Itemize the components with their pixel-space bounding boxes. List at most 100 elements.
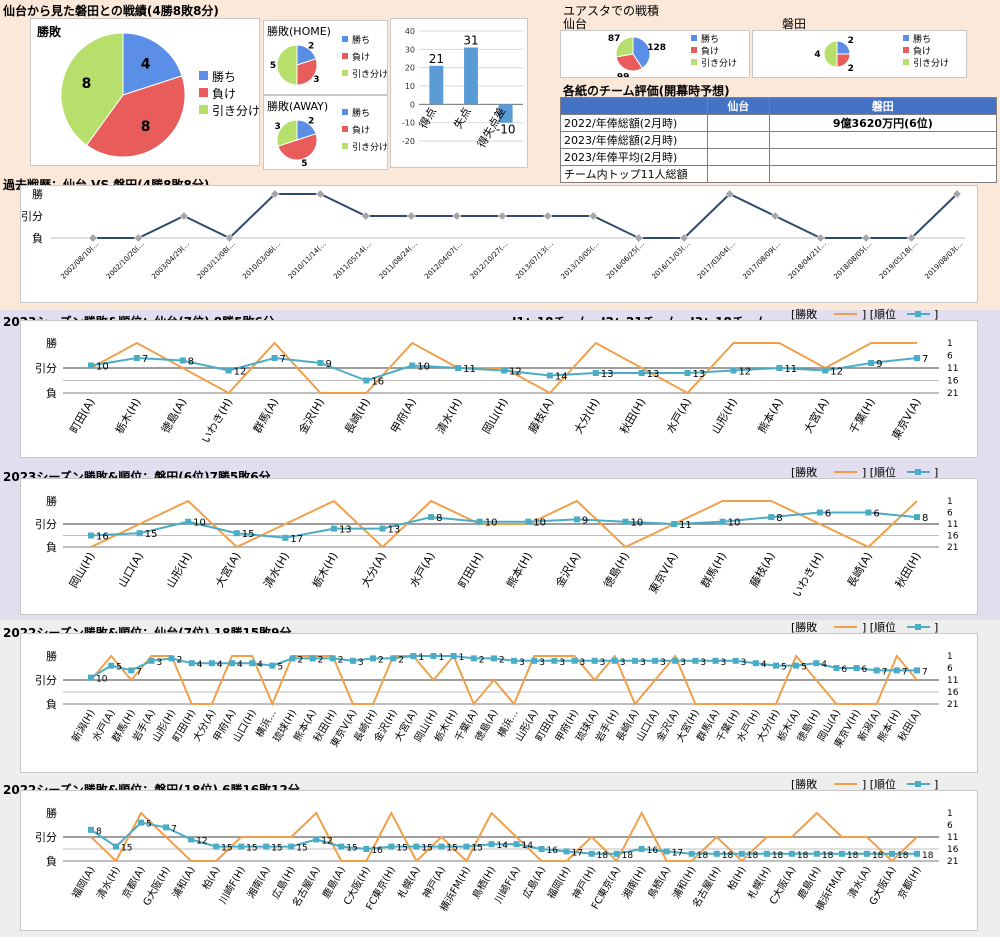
rank-value-label: 3 — [700, 658, 706, 668]
x-date-label: 2013/10/05(… — [560, 240, 601, 281]
rank-value-label: 12 — [738, 367, 751, 378]
x-date-label: 2016/11/03(… — [651, 240, 692, 281]
rank-value-label: 4 — [237, 660, 243, 670]
history-point — [361, 211, 371, 221]
rank-value-label: 4 — [821, 660, 827, 670]
legend-label: 負け — [212, 87, 236, 101]
y-rank-tick-label: 16 — [947, 688, 959, 698]
history-point — [406, 211, 416, 221]
rank-value-label: 3 — [539, 658, 545, 668]
rank-value-label: 10 — [728, 518, 741, 529]
rank-point — [430, 653, 437, 659]
x-match-label: 清水(H) — [261, 550, 292, 590]
legend-swatch — [342, 143, 348, 149]
rank-point — [410, 653, 417, 659]
rank-value-label: 7 — [280, 354, 286, 365]
history-point — [725, 189, 735, 199]
x-match-label: いわき(H) — [199, 396, 235, 446]
rank-point — [551, 657, 558, 664]
y-rank-tick-label: 21 — [947, 700, 958, 710]
rank-point — [263, 843, 270, 850]
legend-rank-marker — [915, 311, 921, 317]
y-rank-tick-label: 16 — [947, 377, 959, 387]
rank-value-label: 18 — [597, 851, 609, 861]
rank-value-label: 1 — [438, 653, 444, 663]
legend-swatch — [903, 35, 909, 41]
rank-value-label: 12 — [234, 367, 247, 378]
rank-value-label: 18 — [747, 851, 759, 861]
rank-point — [813, 850, 820, 857]
legend-rank-label: 順位 — [874, 777, 896, 791]
rank-value-label: 18 — [822, 851, 834, 861]
pie-value-label: 3 — [274, 122, 280, 132]
rank-point — [914, 355, 920, 361]
x-match-label: 清水(H) — [94, 864, 123, 901]
rank-point — [688, 850, 695, 857]
rank-point — [868, 360, 875, 366]
legend-result-close: ] [ — [862, 621, 874, 634]
history-point — [952, 189, 962, 199]
eval-row-label: 2022/年俸総額(2月時) — [560, 114, 708, 132]
season-panel: 勝引分負 1 6 11 16 21 [勝敗] [順位] 8 15 5 7 12 15 15 15 15 12 15… — [20, 777, 978, 931]
rank-value-label: 13 — [388, 525, 401, 536]
legend-result-label: [勝敗 — [791, 465, 817, 479]
rank-value-label: 12 — [830, 367, 843, 378]
x-match-label: 長崎(A) — [844, 550, 875, 590]
result-line — [90, 810, 918, 863]
rank-value-label: 14 — [496, 841, 508, 851]
rank-point — [88, 674, 94, 681]
x-match-label: 鹿島(H) — [795, 864, 824, 901]
x-match-label: 浦和(H) — [669, 864, 698, 901]
rank-value-label: 7 — [922, 667, 928, 677]
history-panel: 勝引分負 2002/08/10(… 2002/10/20(… 2003/04/29(…… — [20, 185, 978, 303]
home-pie-panel: 勝敗(HOME) 2 3 5 勝ち 負け 引き分け — [263, 20, 388, 95]
eval-row-label: チーム内トップ11人総額 — [560, 165, 708, 183]
legend-label: 引き分け — [352, 142, 387, 153]
rank-value-label: 2 — [479, 655, 485, 665]
x-date-label: 2019/08/03(… — [923, 240, 964, 281]
rank-point — [388, 843, 395, 850]
y-rank-tick-label: 16 — [947, 845, 959, 855]
x-match-label: 札幌(A) — [394, 864, 423, 901]
rank-value-label: 16 — [547, 846, 559, 856]
rank-line — [90, 655, 917, 679]
rank-point — [793, 662, 800, 669]
legend-result-close: ] [ — [862, 466, 874, 479]
rank-value-label: 13 — [693, 369, 706, 380]
x-match-label: いわき(H) — [790, 550, 826, 600]
eval-row-label: 2023/年俸平均(2月時) — [560, 148, 708, 166]
pie-value-label: 5 — [301, 159, 307, 169]
evaluation-table: 仙台 磐田 2022/年俸総額(2月時) 9億3620万円(6位) 2023/年… — [560, 97, 998, 183]
y-axis-label: 引分 — [35, 673, 57, 687]
pie-value-label: 8 — [82, 76, 92, 92]
rank-value-label: 2 — [177, 655, 183, 665]
y-rank-tick-label: 1 — [947, 809, 953, 819]
rank-point — [752, 660, 759, 667]
legend-rank-close: ] — [934, 308, 938, 321]
x-match-label: 藤枝(A) — [747, 550, 778, 590]
y-rank-tick-label: 6 — [947, 352, 953, 362]
x-match-label: 柏(H) — [724, 864, 748, 893]
rank-value-label: 12 — [509, 367, 522, 378]
bar — [429, 65, 444, 105]
x-date-label: 2010/03/06(… — [241, 240, 282, 281]
y-tick-label: 10 — [405, 82, 415, 91]
rank-point — [865, 509, 872, 516]
x-match-label: 徳島(H) — [601, 550, 633, 591]
x-date-label: 2003/04/29(… — [150, 240, 191, 281]
rank-value-label: 8 — [922, 513, 928, 524]
rank-point — [652, 657, 659, 664]
rank-point — [914, 667, 920, 674]
eval-row-iwata — [768, 148, 998, 166]
rank-line — [90, 511, 918, 539]
legend-swatch — [342, 70, 348, 76]
rank-point — [148, 657, 155, 664]
rank-value-label: 7 — [136, 667, 142, 677]
rank-point — [914, 850, 920, 857]
x-date-label: 2017/03/04(… — [696, 240, 737, 281]
season-panel: 勝引分負 1 6 11 16 21 [勝敗] [順位] 10 5 7 3 2 4 4 4 4 5 2 2 2 3 2 2 1 1… — [20, 620, 978, 773]
rank-point — [438, 843, 445, 850]
